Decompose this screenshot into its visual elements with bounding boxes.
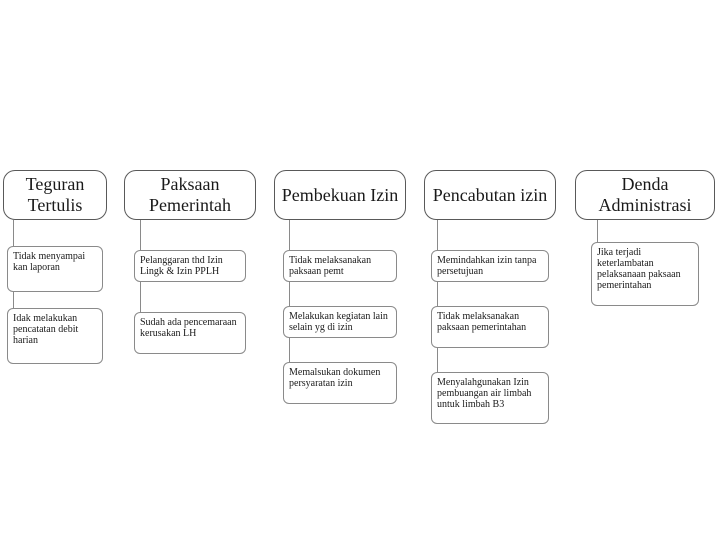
column-header: Denda Administrasi — [575, 170, 715, 220]
diagram-root: Teguran Tertulis Tidak menyampai kan lapo… — [0, 170, 720, 448]
column: Teguran Tertulis Tidak menyampai kan lapo… — [0, 170, 110, 448]
child-node: Memalsukan dokumen persyaratan izin — [283, 362, 397, 404]
column-header: Teguran Tertulis — [3, 170, 107, 220]
column-header: Pembekuan Izin — [274, 170, 406, 220]
child-node: Sudah ada pencemaraan kerusakan LH — [134, 312, 246, 354]
child-node: Tidak melaksanakan paksaan pemerintahan — [431, 306, 549, 348]
column: Pembekuan Izin Tidak melaksanakan paksaan… — [270, 170, 410, 448]
child-node: Tidak menyampai kan laporan — [7, 246, 103, 292]
child-node: Memindahkan izin tanpa persetujuan — [431, 250, 549, 282]
column: Pencabutan izin Memindahkan izin tanpa pe… — [420, 170, 560, 448]
child-node: Idak melakukan pencatatan debit harian — [7, 308, 103, 364]
child-node: Tidak melaksanakan paksaan pemt — [283, 250, 397, 282]
child-node: Menyalahgunakan Izin pembuangan air limb… — [431, 372, 549, 424]
connector-trunk — [289, 220, 290, 383]
child-node: Melakukan kegiatan lain selain yg di izi… — [283, 306, 397, 338]
column: Paksaan Pemerintah Pelanggaran thd Izin L… — [120, 170, 260, 448]
child-node: Pelanggaran thd Izin Lingk & Izin PPLH — [134, 250, 246, 282]
child-node: Jika terjadi keterlambatan pelaksanaan p… — [591, 242, 699, 306]
column: Denda Administrasi Jika terjadi keterlamb… — [570, 170, 720, 448]
column-header: Paksaan Pemerintah — [124, 170, 256, 220]
column-header: Pencabutan izin — [424, 170, 556, 220]
